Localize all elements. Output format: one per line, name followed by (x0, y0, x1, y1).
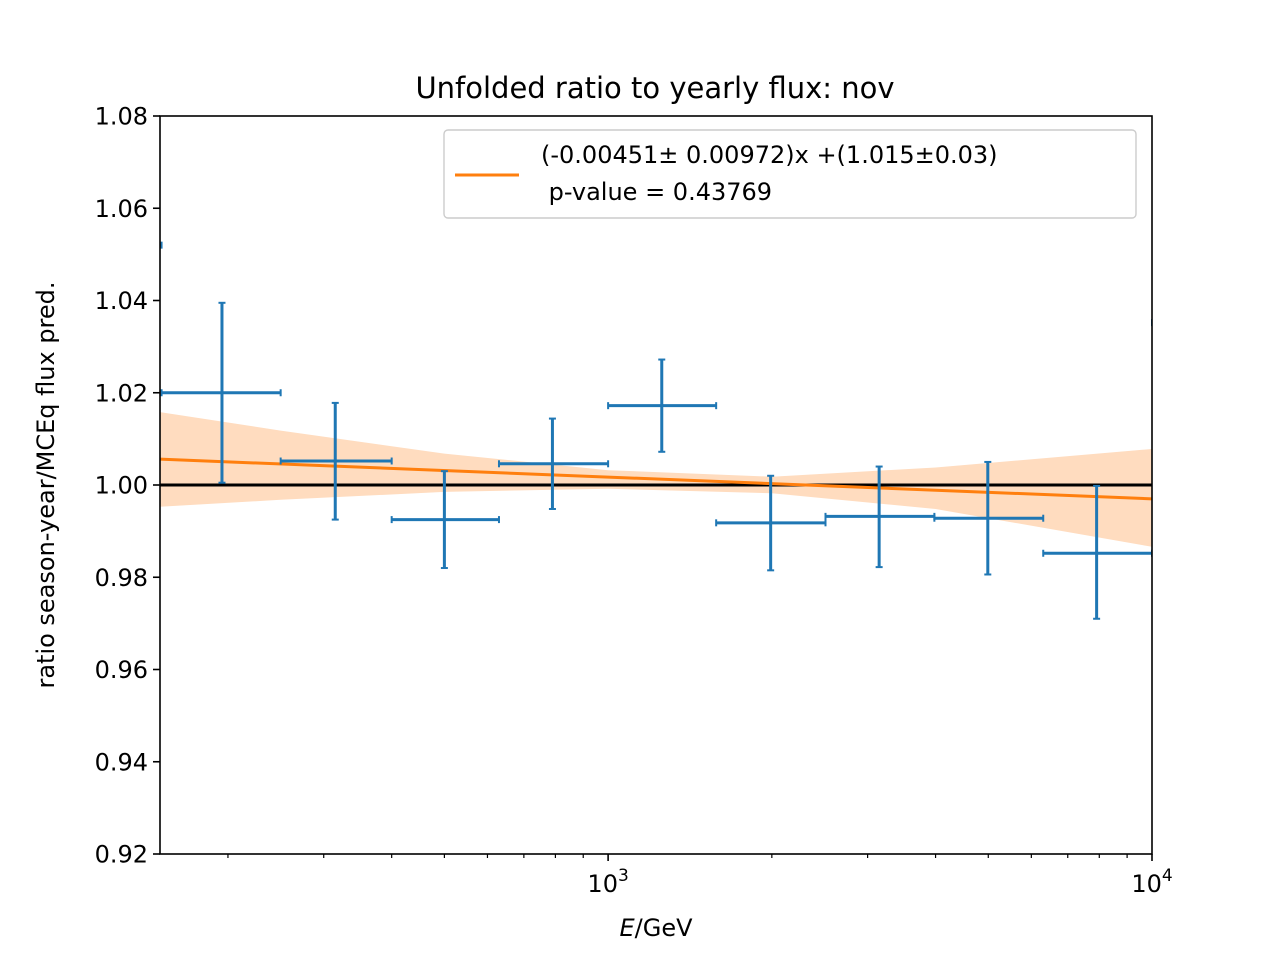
x-axis-label-italic: E (619, 914, 635, 942)
x-axis-label-unit: /GeV (635, 914, 693, 942)
data-point-6 (607, 358, 718, 453)
data-point-8 (824, 465, 936, 569)
data-point-9 (933, 460, 1045, 576)
x-tick-label-exponent: 3 (618, 866, 629, 886)
y-tick-label: 1.00 (95, 472, 148, 500)
y-tick-label: 1.06 (95, 195, 148, 223)
y-tick-label: 1.02 (95, 379, 148, 407)
chart-title: Unfolded ratio to yearly flux: nov (415, 71, 894, 105)
legend-fit-label: (-0.00451± 0.00972)x +(1.015±0.03) (541, 141, 998, 169)
data-point-5 (497, 417, 610, 510)
y-tick-label: 1.04 (95, 287, 148, 315)
data-points-layer (160, 241, 1152, 620)
data-point-2 (160, 301, 282, 484)
y-tick-label: 0.96 (95, 656, 148, 684)
data-point-7 (715, 474, 827, 572)
data-point-1 (160, 241, 163, 249)
y-tick-label: 0.94 (95, 748, 148, 776)
data-point-4 (390, 470, 500, 570)
data-point-11 (1151, 319, 1152, 327)
y-tick-label: 1.08 (95, 103, 148, 131)
data-point-3 (279, 401, 393, 521)
x-tick-label-exponent: 4 (1162, 866, 1173, 886)
x-tick-label: 103 (587, 866, 628, 898)
x-tick-label-base: 10 (1131, 870, 1162, 898)
x-axis-label: E/GeV (619, 914, 693, 942)
data-point-10 (1042, 484, 1152, 620)
x-axis: 103 104 (227, 854, 1173, 898)
x-tick-label-base: 10 (587, 870, 618, 898)
legend-box (443, 129, 1137, 219)
y-tick-label: 0.92 (95, 841, 148, 869)
legend: (-0.00451± 0.00972)x +(1.015±0.03) p-val… (443, 129, 1137, 219)
x-tick-label: 104 (1131, 866, 1172, 898)
y-tick-label: 0.98 (95, 564, 148, 592)
legend-pvalue-label: p-value = 0.43769 (541, 178, 772, 206)
y-axis: 0.92 0.94 0.96 0.98 1.00 1.02 1.04 1.06 1.08 (95, 103, 160, 869)
y-axis-label: ratio season-year/MCEq flux pred. (32, 281, 60, 688)
